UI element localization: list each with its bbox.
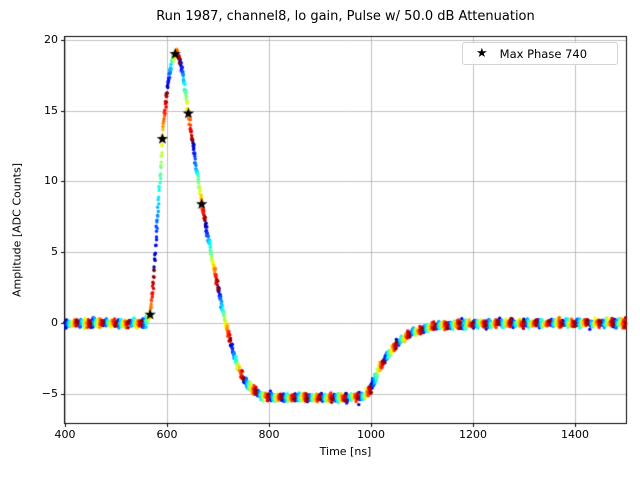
x-tick-label: 1000 xyxy=(357,428,385,441)
y-tick-label: −5 xyxy=(41,386,58,400)
x-tick-label: 1200 xyxy=(459,428,487,441)
chart-title: Run 1987, channel8, lo gain, Pulse w/ 50… xyxy=(156,9,535,24)
y-tick-label: 5 xyxy=(51,245,58,259)
legend: ★ Max Phase 740 xyxy=(462,42,618,65)
x-tick-label: 600 xyxy=(156,428,178,441)
y-tick-label: 15 xyxy=(44,103,58,117)
y-tick-label: 0 xyxy=(51,316,58,330)
y-tick-label: 20 xyxy=(44,32,58,46)
y-tick-label: 10 xyxy=(44,174,58,188)
x-tick-label: 800 xyxy=(258,428,280,441)
legend-label: Max Phase 740 xyxy=(499,46,588,61)
x-axis-label: Time [ns] xyxy=(319,445,372,458)
x-tick-label: 1400 xyxy=(561,428,589,441)
star-icon: ★ xyxy=(476,46,488,61)
x-tick-label: 400 xyxy=(54,428,76,441)
